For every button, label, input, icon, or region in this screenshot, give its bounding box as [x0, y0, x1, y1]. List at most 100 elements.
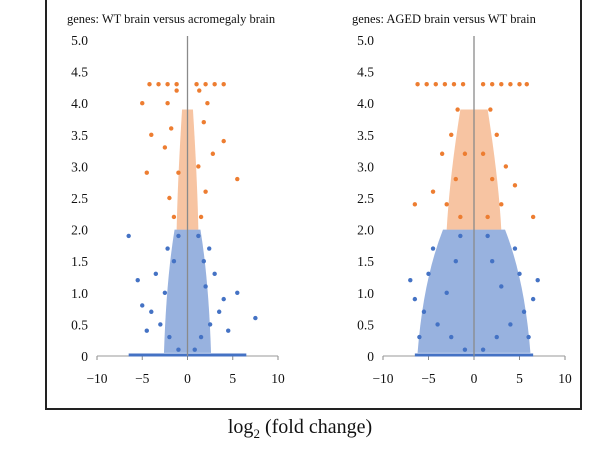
significant-gene-point: [165, 101, 170, 106]
significant-gene-point: [458, 214, 463, 220]
significant-gene-point: [201, 119, 206, 125]
significant-gene-point: [196, 164, 201, 169]
significant-gene-point: [140, 101, 145, 106]
y-tick-label: 2.5: [71, 191, 88, 206]
significant-gene-point: [147, 82, 152, 87]
significant-gene-point: [462, 151, 468, 156]
gene-point: [512, 246, 518, 251]
frame-bottom-border: [45, 408, 582, 410]
significant-gene-point: [451, 82, 457, 87]
gene-point: [408, 277, 413, 283]
gene-point: [162, 290, 168, 295]
gene-point: [421, 309, 427, 314]
y-tick-label: 1.0: [71, 286, 88, 301]
significant-gene-point: [235, 176, 240, 182]
x-tick-label: 10: [558, 371, 572, 386]
significant-gene-point: [156, 82, 161, 87]
gene-point: [221, 296, 226, 302]
gene-point: [212, 271, 217, 277]
gene-point: [201, 259, 206, 264]
y-tick-label: 3.5: [71, 128, 88, 143]
significant-gene-point: [524, 82, 529, 87]
y-tick-label: 0.5: [71, 317, 88, 332]
gene-point: [126, 233, 131, 239]
gene-point: [453, 259, 458, 264]
x-tick-label: 10: [271, 371, 285, 386]
x-tick-label: −10: [86, 371, 107, 386]
y-tick-label: 2.5: [357, 191, 374, 206]
volcano-panel-aged-vs-wt: genes: AGED brain versus WT brain 0 0.5 1.…: [352, 12, 572, 386]
gene-point: [521, 309, 527, 314]
gene-point: [207, 246, 212, 251]
x-tick-label: 5: [229, 371, 236, 386]
significant-gene-point: [455, 107, 460, 112]
significant-gene-point: [212, 82, 217, 87]
significant-gene-point: [430, 189, 436, 194]
gene-point: [535, 277, 540, 283]
gene-point: [192, 347, 197, 352]
y-tick-label: 0: [81, 349, 88, 364]
significant-gene-point: [162, 145, 168, 150]
significant-gene-point: [412, 202, 418, 207]
gene-point: [430, 246, 436, 251]
significant-gene-point: [144, 170, 149, 175]
gene-point: [135, 277, 140, 283]
x-tick-label: −10: [372, 371, 393, 386]
y-tick-label: 0.5: [357, 317, 374, 332]
x-axis-label: log2 (fold change): [227, 416, 373, 441]
significant-gene-point: [165, 82, 170, 87]
gene-point: [140, 303, 145, 308]
y-tick-label: 5.0: [357, 33, 374, 48]
significant-gene-point: [210, 151, 216, 156]
chart-title: genes: AGED brain versus WT brain: [352, 12, 537, 26]
gene-point: [253, 315, 258, 321]
significant-gene-point: [442, 82, 448, 87]
significant-gene-point: [530, 214, 536, 220]
x-tick-label: 0: [471, 371, 478, 386]
gene-point: [158, 322, 163, 327]
significant-gene-point: [494, 132, 499, 137]
y-tick-label: 2.0: [357, 223, 374, 238]
significant-gene-point: [171, 214, 177, 220]
gene-point: [198, 334, 204, 340]
significant-gene-point: [424, 82, 429, 87]
x-tick-label: 0: [184, 371, 191, 386]
gene-point: [485, 233, 490, 239]
gene-point: [216, 309, 222, 314]
gene-point: [144, 328, 149, 333]
gene-point: [530, 296, 536, 302]
significant-gene-point: [460, 82, 466, 87]
volcano-panel-wt-vs-acromegaly: genes: WT brain versus acromegaly brain …: [67, 12, 285, 386]
frame-right-border: [580, 0, 582, 410]
y-tick-label: 1.5: [71, 254, 88, 269]
significant-gene-point: [453, 176, 458, 182]
gene-point: [203, 284, 208, 289]
gene-point: [458, 233, 463, 239]
gene-point: [171, 259, 177, 264]
y-tick-label: 3.0: [357, 159, 374, 174]
y-tick-label: 1.5: [357, 254, 374, 269]
gene-point: [444, 290, 449, 295]
gene-point: [526, 334, 531, 340]
y-tick-label: 0: [367, 349, 374, 364]
gene-point: [176, 233, 181, 239]
significant-gene-point: [169, 126, 174, 131]
significant-gene-point: [480, 82, 486, 87]
gene-point: [449, 334, 454, 340]
y-tick-label: 5.0: [71, 33, 88, 48]
y-tick-label: 2.0: [71, 223, 88, 238]
significant-gene-point: [167, 195, 172, 201]
gene-point: [412, 296, 418, 302]
gene-point: [176, 347, 181, 352]
gene-point: [165, 246, 170, 251]
significant-gene-point: [508, 82, 513, 87]
significant-gene-point: [415, 82, 420, 87]
significant-gene-point: [480, 151, 486, 156]
significant-gene-point: [449, 132, 454, 137]
significant-gene-point: [512, 183, 518, 188]
significant-gene-point: [198, 214, 204, 220]
y-tick-label: 4.5: [71, 65, 88, 80]
significant-gene-point: [221, 138, 226, 144]
x-tick-label: −5: [135, 371, 150, 386]
gene-point: [494, 334, 499, 340]
